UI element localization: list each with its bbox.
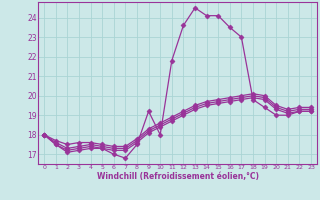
X-axis label: Windchill (Refroidissement éolien,°C): Windchill (Refroidissement éolien,°C) [97, 172, 259, 181]
